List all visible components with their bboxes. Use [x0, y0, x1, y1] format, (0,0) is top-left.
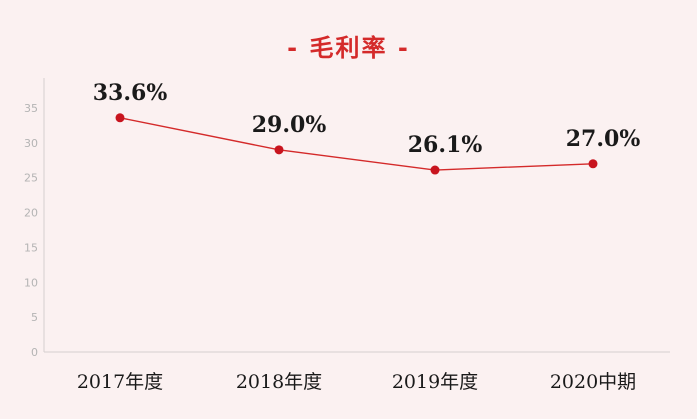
data-label: 33.6%: [93, 80, 168, 106]
y-tick-label: 25: [24, 172, 38, 185]
x-category-labels: 2017年度 2018年度 2019年度 2020中期: [77, 371, 636, 393]
series-line: [115, 113, 598, 175]
y-tick-label: 20: [24, 207, 38, 220]
y-tick-label: 10: [24, 276, 38, 289]
y-tick-label: 30: [24, 137, 38, 150]
data-label: 26.1%: [408, 132, 483, 158]
x-category-label: 2018年度: [236, 371, 322, 393]
data-point: [588, 159, 598, 169]
y-tick-label: 15: [24, 241, 38, 254]
x-category-label: 2019年度: [392, 371, 478, 393]
data-label: 29.0%: [252, 112, 327, 138]
y-tick-labels: 0 5 10 15 20 25 30 35: [24, 102, 38, 359]
data-point: [115, 113, 125, 123]
x-category-label: 2020中期: [550, 371, 636, 393]
y-tick-label: 0: [31, 346, 38, 359]
chart-title: - 毛利率 -: [287, 34, 410, 62]
y-tick-label: 5: [31, 311, 38, 324]
data-point: [274, 145, 284, 155]
series-polyline: [119, 117, 594, 171]
data-point: [430, 165, 440, 175]
x-category-label: 2017年度: [77, 371, 163, 393]
y-tick-label: 35: [24, 102, 38, 115]
data-labels: 33.6% 29.0% 26.1% 27.0%: [93, 80, 641, 158]
chart-axes: [43, 78, 670, 353]
data-label: 27.0%: [566, 126, 641, 152]
